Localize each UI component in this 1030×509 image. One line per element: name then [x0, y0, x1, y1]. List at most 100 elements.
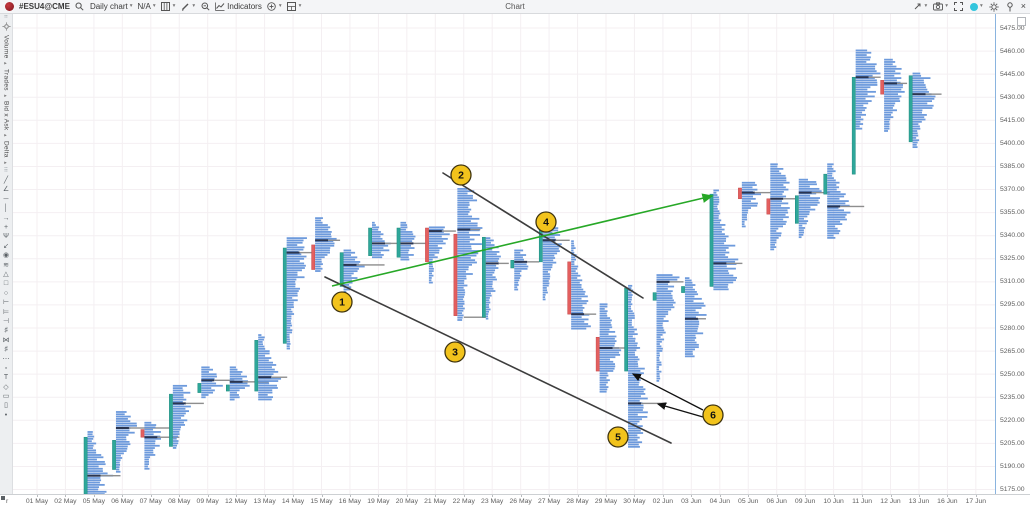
rectangle-tool-icon[interactable]: □ [3, 280, 9, 288]
annotation-circle-5[interactable]: 5 [607, 426, 629, 448]
volume-profile-day-15-May[interactable] [339, 249, 385, 293]
volume-profile-day-22-May[interactable] [482, 236, 509, 320]
account-status-menu[interactable]: ▾ [969, 2, 983, 11]
chart-type-selector[interactable]: ▾ [161, 2, 175, 12]
cross-tool-icon[interactable]: + [3, 224, 9, 232]
dot-tool-icon[interactable]: • [4, 411, 8, 419]
candle-down [425, 227, 429, 263]
panel-settings-gear-icon[interactable] [1, 21, 11, 31]
profile-bar [770, 220, 787, 223]
dots-tool-icon[interactable]: ⋯ [2, 355, 10, 363]
volume-profile-day-12-May[interactable] [254, 334, 288, 401]
triangle-tool-icon[interactable]: △ [3, 270, 9, 278]
range-tool-icon[interactable]: ⋈ [2, 336, 10, 344]
volume-profile-day-11-Jun[interactable] [880, 58, 908, 132]
volume-profile-day-29-May[interactable] [624, 284, 668, 448]
volume-profile-day-02-Jun[interactable] [681, 277, 707, 358]
rect2-tool-icon[interactable]: ▭ [2, 393, 10, 401]
close-icon[interactable]: × [1020, 1, 1026, 11]
volume-profile-day-08-May[interactable] [197, 366, 235, 399]
sidebar-panel-bid-x-ask[interactable]: Bid x Ask ▸ [2, 101, 10, 139]
pointer-arrow-2[interactable] [656, 402, 704, 418]
waves-tool-icon[interactable]: ≋ [3, 261, 9, 269]
profile-bar [770, 186, 786, 189]
fullscreen-icon[interactable] [954, 2, 964, 12]
volume-profile-day-19-May[interactable] [396, 221, 430, 261]
brush-tool-icon[interactable]: ◉ [2, 252, 10, 260]
arrow-tool-icon[interactable]: → [2, 214, 10, 222]
maximize-panel-icon[interactable] [1017, 17, 1026, 26]
annotation-circle-6[interactable]: 6 [702, 404, 724, 426]
horizontal-line-tool-icon[interactable]: ─ [3, 195, 9, 203]
profile-bar [571, 293, 585, 296]
selection-tool-icon[interactable]: ▫ [4, 364, 8, 372]
volume-profile-day-06-Jun[interactable] [795, 178, 830, 239]
symbol-label[interactable]: #ESU4@CME [19, 2, 70, 11]
layout-button[interactable]: ▾ [287, 2, 301, 12]
drag-handle-icon[interactable]: ⠿ [3, 168, 9, 175]
volume-profile-day-27-May[interactable] [567, 240, 597, 330]
screenshot-menu[interactable]: ▾ [933, 2, 948, 12]
volume-profile-day-21-May[interactable] [453, 188, 486, 321]
pin-icon[interactable] [1005, 1, 1015, 12]
resize-menu[interactable]: ▾ [912, 2, 927, 12]
search-icon[interactable] [75, 2, 85, 12]
volume-profile-day-09-Jun[interactable] [823, 163, 865, 239]
add-panel-button[interactable]: ▾ [267, 2, 282, 12]
pointer-arrow-1[interactable] [631, 373, 704, 411]
price-axis[interactable]: 5475.00 5460.00 5445.00 5430.00 5415.00 5400.… [995, 14, 1030, 494]
shape-tool-icon[interactable]: ◇ [3, 383, 9, 391]
volume-profile-day-07-May[interactable] [169, 384, 204, 449]
profile-bar [770, 234, 782, 237]
axis-handle[interactable] [1, 496, 5, 500]
volume-profile-day-20-May[interactable] [425, 226, 456, 284]
volume-profile-day-03-Jun[interactable] [709, 189, 743, 291]
drawing-menu[interactable]: ▾ [180, 2, 195, 12]
annotation-circle-2[interactable]: 2 [450, 164, 472, 186]
ellipse-tool-icon[interactable]: ○ [3, 289, 9, 297]
volume-profile-day-10-Jun[interactable] [851, 49, 881, 175]
volume-profile-day-23-May[interactable] [510, 249, 540, 291]
chevron-down-icon: ▾ [129, 2, 133, 9]
template-selector[interactable]: N/A ▾ [138, 2, 156, 11]
volume-profile-day-02-May[interactable] [83, 431, 121, 494]
settings-gear-icon[interactable] [989, 1, 999, 12]
volume-profile-day-13-May[interactable] [282, 237, 314, 350]
annotation-circle-4[interactable]: 4 [535, 211, 557, 233]
profile-right-tool-icon[interactable]: ⊣ [2, 317, 10, 325]
angle-tool-icon[interactable]: ∠ [2, 186, 10, 194]
poc-extension [385, 242, 397, 245]
vertical-line-tool-icon[interactable]: │ [3, 205, 9, 213]
annotation-circle-1[interactable]: 1 [331, 291, 353, 313]
volume-profile-day-16-May[interactable] [368, 221, 398, 259]
corner-arrow-tool-icon[interactable]: ↙ [3, 242, 9, 250]
volume-profile-day-05-Jun[interactable] [766, 163, 796, 251]
profile-mid-tool-icon[interactable]: ⊨ [2, 308, 10, 316]
line-tool-icon[interactable]: ╱ [3, 177, 9, 185]
indicators-button[interactable]: Indicators [215, 2, 262, 12]
green-trend-arrow[interactable] [331, 193, 714, 287]
volume-profile-day-06-May[interactable] [140, 421, 180, 470]
timeframe-selector[interactable]: Daily chart ▾ [90, 2, 133, 11]
sidebar-panel-volume[interactable]: Volume ▸ [2, 35, 10, 67]
pitchfork-tool-icon[interactable]: Ψ [3, 233, 9, 241]
chart-plot-area[interactable]: 1 2 3 4 5 6 [13, 14, 995, 494]
sidebar-panel-trades[interactable]: Trades ▸ [2, 68, 10, 100]
annotation-circle-3[interactable]: 3 [444, 341, 466, 363]
drag-handle-icon[interactable]: ⠿ [3, 14, 9, 20]
zoom-icon[interactable] [200, 2, 210, 12]
hash2-tool-icon[interactable]: ♯ [4, 346, 8, 354]
sidebar-panel-delta[interactable]: Delta ▸ [2, 140, 10, 167]
volume-profile-day-14-May[interactable] [311, 217, 341, 272]
hash-tool-icon[interactable]: ♯ [4, 327, 8, 335]
chart-canvas[interactable]: 1 2 3 4 5 6 [13, 14, 995, 494]
volume-profile-day-12-Jun[interactable] [908, 72, 942, 149]
text-tool-icon[interactable]: T [3, 374, 9, 382]
profile-left-tool-icon[interactable]: ⊢ [2, 299, 10, 307]
volume-profile-day-28-May[interactable] [595, 303, 639, 393]
volume-profile-day-04-Jun[interactable] [738, 181, 771, 228]
trendline-2[interactable] [324, 276, 672, 444]
rounded-rect-tool-icon[interactable]: ▯ [4, 402, 8, 410]
date-axis[interactable]: r 01 May 02 May 05 May 06 May 07 May 08 May 09… [0, 494, 1030, 509]
volume-profile-day-30-May[interactable] [652, 274, 684, 382]
